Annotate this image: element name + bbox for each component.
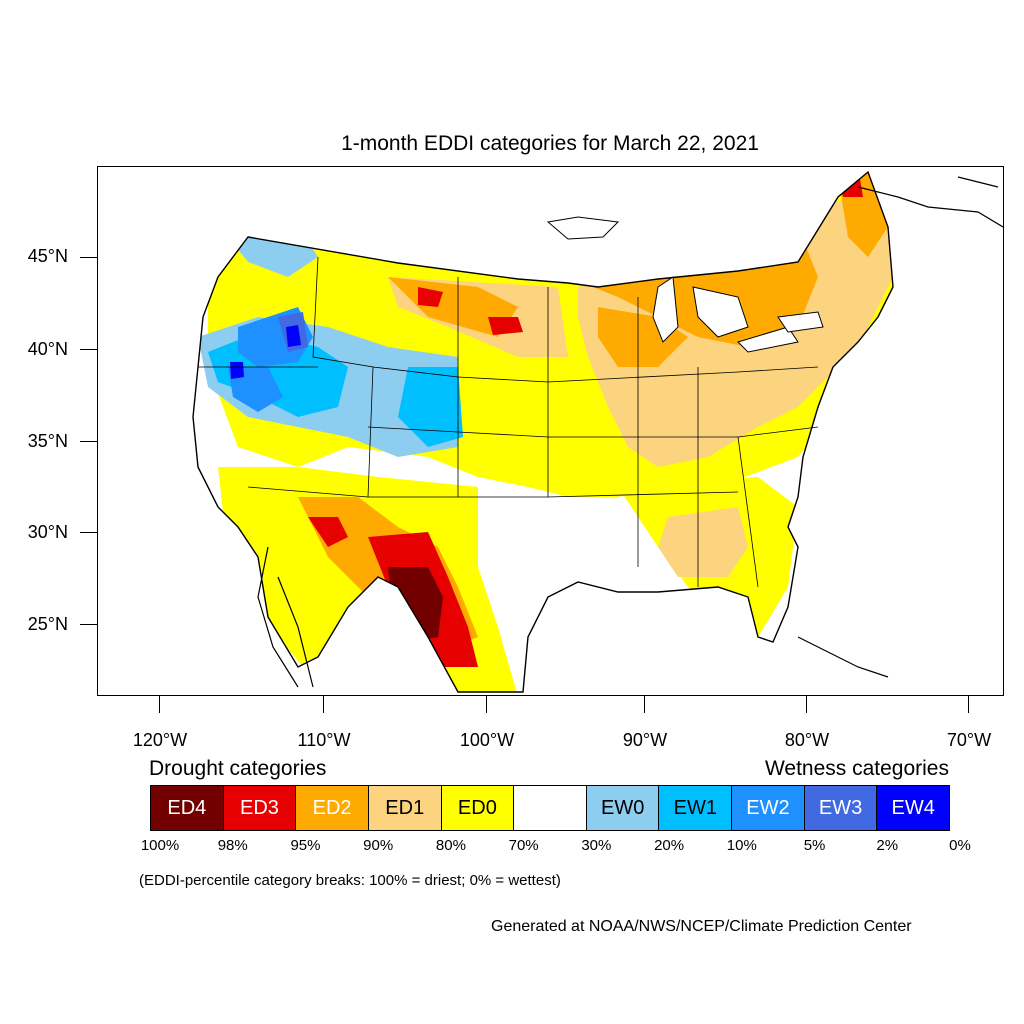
percentile-label: 80% — [435, 837, 466, 854]
percentile-label: 100% — [140, 837, 180, 854]
legend-cell-ed1: ED1 — [368, 786, 442, 830]
legend-cell-ed2: ED2 — [296, 786, 369, 830]
lon-tick — [644, 696, 646, 713]
lon-tick — [806, 696, 808, 713]
lat-tick — [80, 257, 97, 259]
lon-label-90w: 90°W — [622, 730, 668, 750]
percentile-label: 10% — [726, 837, 757, 854]
lon-label-100w: 100°W — [459, 730, 515, 750]
legend-cell-ew1: EW1 — [659, 786, 733, 830]
legend-cell-ed3: ED3 — [223, 786, 297, 830]
legend-cell-ew4: EW4 — [877, 786, 950, 830]
lat-label-40: 40°N — [27, 339, 68, 359]
map-title: 1-month EDDI categories for March 22, 20… — [341, 132, 759, 155]
lon-tick — [159, 696, 161, 713]
lon-label-80w: 80°W — [784, 730, 830, 750]
legend-cell-ed0: ED0 — [441, 786, 515, 830]
lat-label-25: 25°N — [27, 614, 68, 634]
lon-tick — [968, 696, 970, 713]
lon-label-120w: 120°W — [132, 730, 188, 750]
lon-label-110w: 110°W — [297, 730, 351, 750]
legend-cell-ed4: ED4 — [151, 786, 224, 830]
lat-tick — [80, 349, 97, 351]
percentile-label: 90% — [363, 837, 394, 854]
lon-tick — [323, 696, 325, 713]
percentile-label: 2% — [876, 837, 899, 854]
percentile-label: 30% — [581, 837, 612, 854]
legend-cell-ew3: EW3 — [804, 786, 878, 830]
lat-tick — [80, 441, 97, 443]
category-break-note: (EDDI-percentile category breaks: 100% =… — [139, 872, 561, 889]
legend-colorbar: ED4 ED3 ED2 ED1 ED0 EW0 EW1 EW2 EW3 EW4 — [150, 785, 950, 831]
percentile-label: 95% — [290, 837, 321, 854]
lon-label-70w: 70°W — [946, 730, 992, 750]
percentile-label: 98% — [217, 837, 248, 854]
lat-label-30: 30°N — [27, 522, 68, 542]
drought-categories-heading: Drought categories — [149, 757, 327, 780]
legend-cell-neutral — [514, 786, 587, 830]
map-panel — [97, 166, 1004, 696]
lat-label-45: 45°N — [27, 246, 68, 266]
eddi-map — [192, 170, 1003, 693]
legend-cell-ew2: EW2 — [732, 786, 805, 830]
percentile-label: 20% — [654, 837, 685, 854]
percentile-label: 0% — [949, 837, 971, 854]
wetness-categories-heading: Wetness categories — [764, 757, 949, 780]
lon-tick — [486, 696, 488, 713]
credit-text: Generated at NOAA/NWS/NCEP/Climate Predi… — [491, 918, 912, 935]
percentile-label: 70% — [508, 837, 539, 854]
lat-tick — [80, 624, 97, 626]
percentile-label: 5% — [803, 837, 826, 854]
legend-cell-ew0: EW0 — [586, 786, 660, 830]
lat-label-35: 35°N — [27, 431, 68, 451]
lat-tick — [80, 532, 97, 534]
